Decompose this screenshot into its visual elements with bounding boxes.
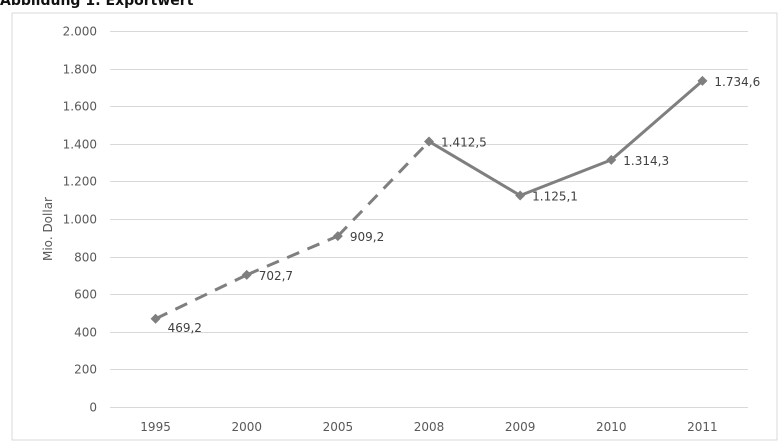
- data-point-marker: [697, 75, 708, 86]
- data-point-marker: [424, 136, 434, 147]
- y-tick-label: 1.600: [63, 100, 97, 114]
- x-tick-label: 2010: [596, 420, 627, 434]
- data-point-marker: [332, 231, 343, 242]
- data-label: 702,7: [259, 269, 293, 283]
- data-label: 1.125,1: [532, 189, 578, 203]
- series-segment: [519, 158, 612, 197]
- gridlines: [110, 31, 748, 408]
- series-line: [154, 79, 704, 321]
- x-tick-label: 2008: [414, 420, 445, 434]
- x-tick-labels: 1995 2000 2005 2008 2009 2010 2011: [140, 420, 717, 434]
- data-point-marker: [241, 269, 252, 280]
- data-label: 1.412,5: [441, 135, 487, 149]
- y-tick-label: 400: [74, 326, 97, 340]
- y-tick-label: 0: [89, 401, 97, 415]
- data-labels: 469,2 702,7 909,2 1.412,5 1.125,1 1.314,3 1.73…: [168, 75, 761, 335]
- data-point-marker: [515, 190, 526, 201]
- data-label: 909,2: [350, 230, 384, 244]
- x-tick-label: 1995: [140, 420, 171, 434]
- data-markers: [150, 75, 708, 324]
- y-tick-label: 1.200: [63, 175, 97, 189]
- data-label: 1.734,6: [714, 75, 760, 89]
- y-tick-label: 600: [74, 288, 97, 302]
- y-axis-title: Mio. Dollar: [41, 197, 55, 261]
- x-tick-label: 2009: [505, 420, 536, 434]
- series-segment-dashed: [336, 140, 431, 238]
- x-tick-label: 2000: [231, 420, 262, 434]
- y-tick-labels: 0 200 400 600 800 1.000 1.200 1.400 1.600 1.800 2.…: [63, 25, 97, 415]
- page-title: Abbildung 1: Exportwert: [0, 0, 194, 9]
- series-segment-dashed: [154, 273, 248, 321]
- data-label: 469,2: [168, 321, 202, 335]
- data-label: 1.314,3: [623, 154, 669, 168]
- y-tick-label: 1.000: [63, 213, 97, 227]
- chart-frame: [11, 12, 778, 441]
- series-segment-dashed: [246, 234, 339, 277]
- y-tick-label: 2.000: [63, 25, 97, 39]
- y-tick-label: 1.800: [63, 63, 97, 77]
- series-segment: [428, 140, 521, 197]
- x-tick-label: 2005: [323, 420, 354, 434]
- y-tick-label: 200: [74, 363, 97, 377]
- series-segment: [610, 79, 704, 162]
- y-tick-label: 1.400: [63, 138, 97, 152]
- data-point-marker: [606, 154, 617, 165]
- x-tick-label: 2011: [687, 420, 718, 434]
- chart-border: [11, 12, 778, 441]
- y-tick-label: 800: [74, 251, 97, 265]
- data-point-marker: [150, 313, 161, 324]
